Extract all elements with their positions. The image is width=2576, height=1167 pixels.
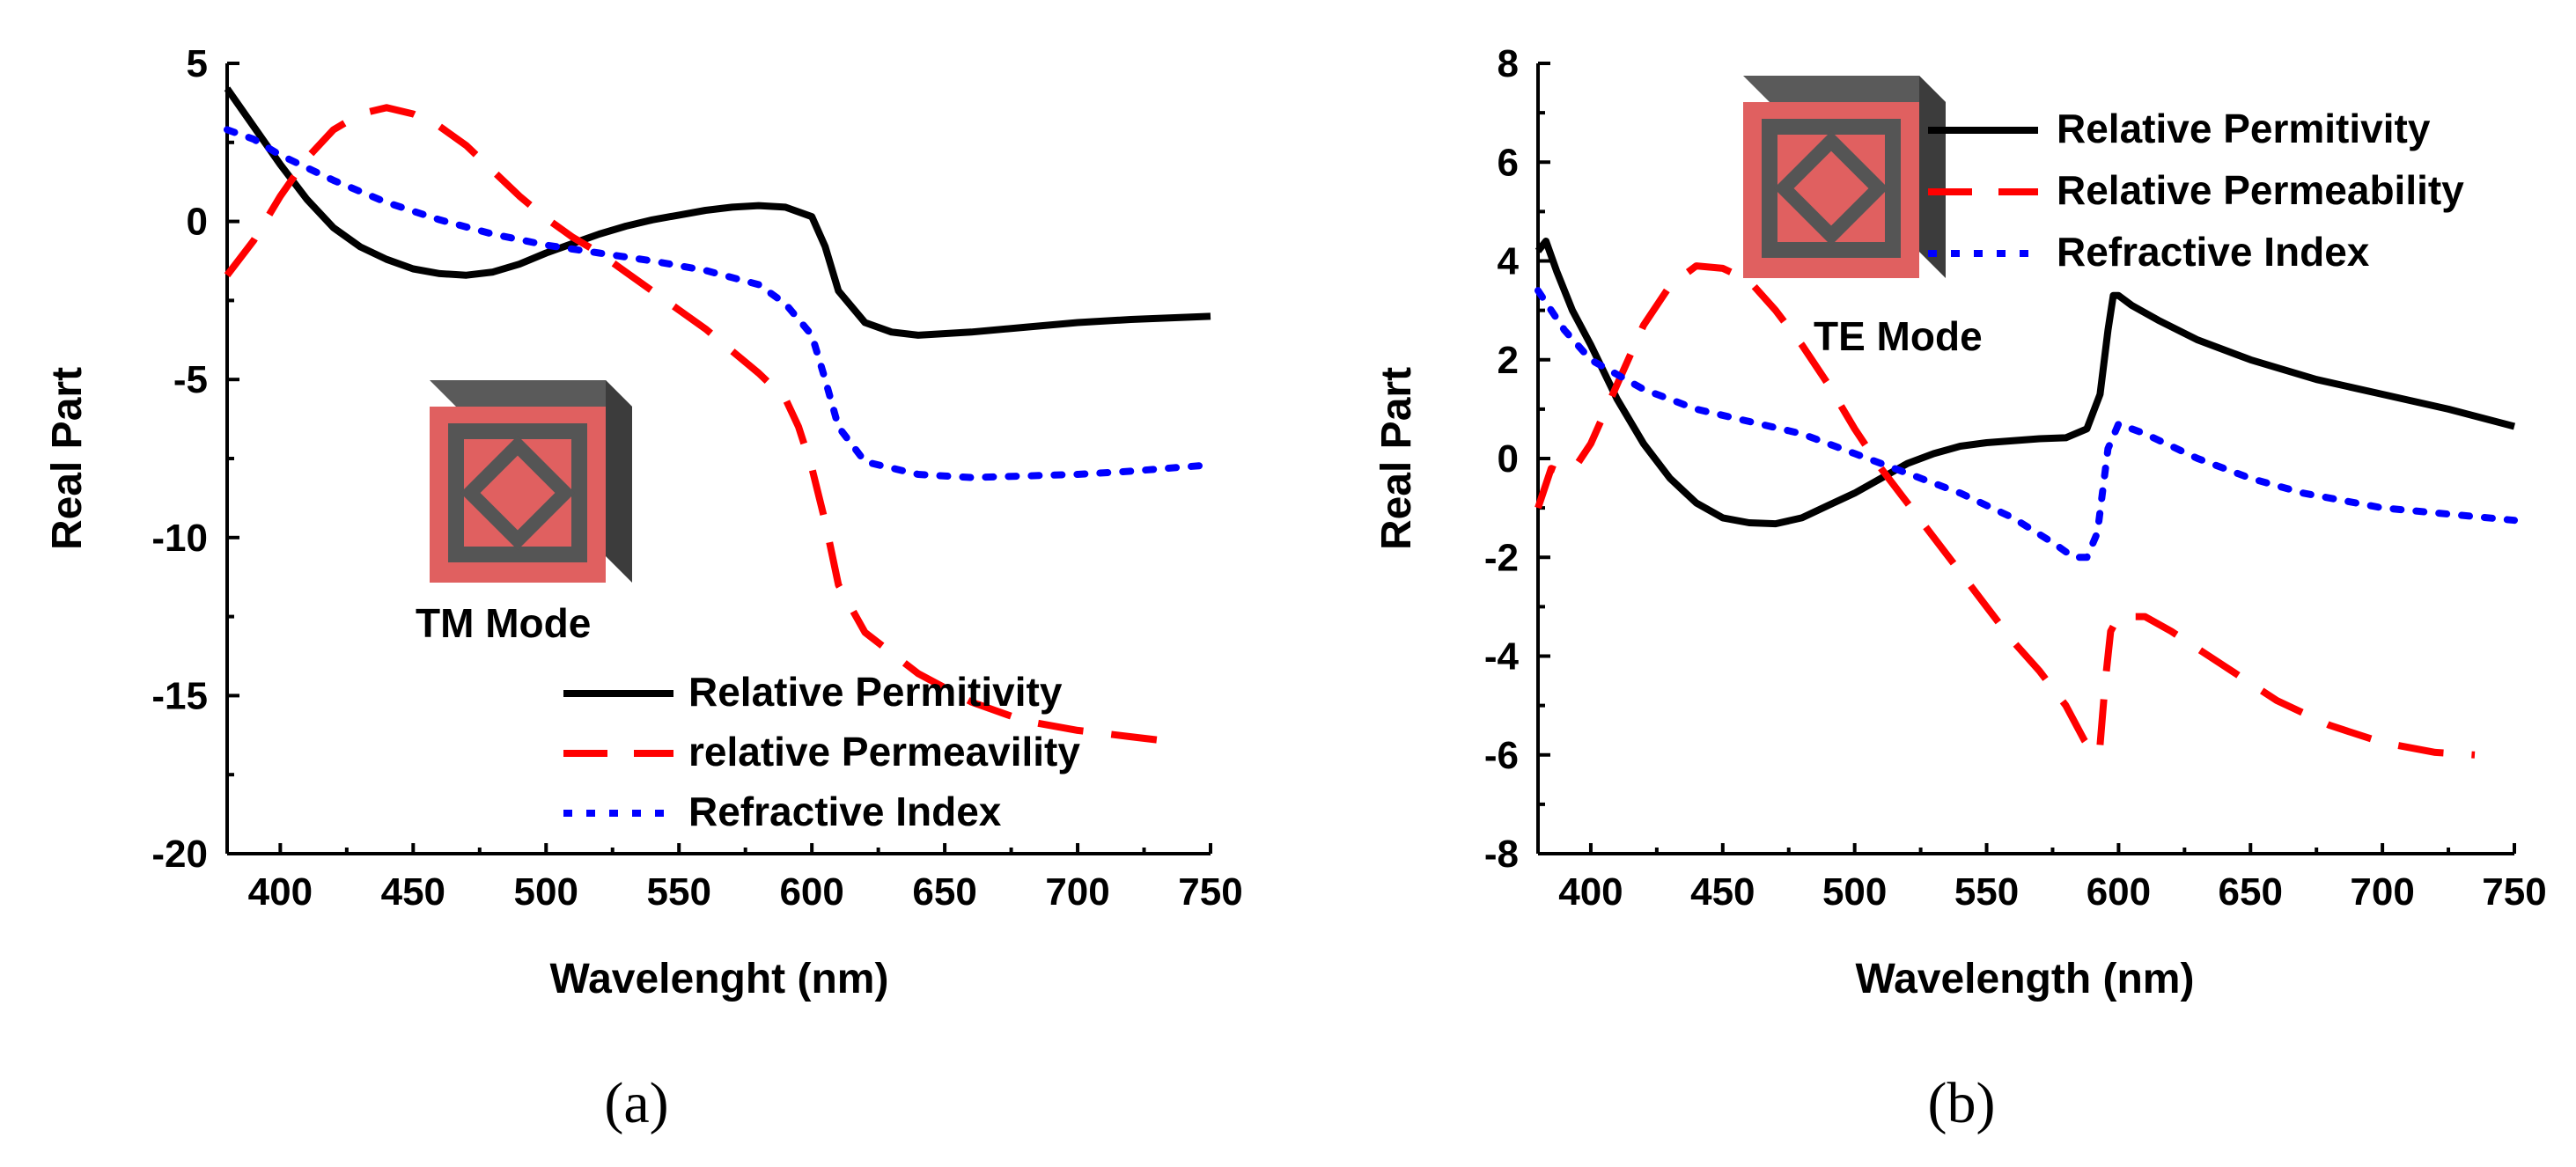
panel-b: 400 450 500 550 600 650 700 750 8 6 4 2 0 -2 -4 -6 -8 TE… [1373,42,2547,1135]
panel-b-icon-inner-diamond [1773,130,1889,246]
panel-b-xtick-label: 750 [2482,870,2546,914]
panel-b-icon-side-face [1919,76,1946,278]
panel-b-ytick-label: 6 [1498,141,1519,184]
panel-a-ytick-label: -15 [151,674,208,717]
panel-a-xtick-label: 550 [647,870,711,914]
panel-a-ytick-label: -5 [173,358,208,401]
panel-a-series [224,86,1214,744]
panel-b-ytick-label: -4 [1484,635,1520,679]
panel-a-xtick-label: 700 [1045,870,1109,914]
panel-a-ytick-label: 5 [187,42,208,85]
panel-b-xtick-label: 400 [1558,870,1623,914]
panel-a-series-refractive-index [224,126,1214,481]
panel-b-xtick-label: 600 [2087,870,2151,914]
panel-b-ytick-label: -2 [1484,536,1519,579]
panel-a-icon-inner-diamond [460,435,576,551]
panel-a-icon-top-face [430,380,632,407]
panel-a-mode-label: TM Mode [416,600,591,646]
panel-b-xtick-label: 550 [1954,870,2019,914]
panel-b-icon-top-face [1743,76,1946,102]
panel-a-ytick-label: 0 [187,201,208,244]
panel-b-legend: Relative Permitivity Relative Permeabili… [1928,106,2464,275]
panel-b-series-relative-permitivity [1535,238,2516,528]
panel-b-ytick-label: 2 [1498,339,1519,382]
panel-a-xtick-label: 600 [779,870,843,914]
panel-a-legend-label-index: Refractive Index [688,789,1002,834]
panel-b-label: (b) [1928,1071,1996,1135]
panel-a-ticks: 400 450 500 550 600 650 700 750 5 0 -5 -10 -15 -20 [151,42,1242,914]
panel-a-structure-icon [430,380,632,583]
panel-b-legend-label-permeability: Relative Permeability [2057,167,2464,213]
panel-b-mode-label: TE Mode [1814,313,1983,359]
panel-b-xtick-label: 450 [1690,870,1755,914]
panel-b-xtick-label: 650 [2219,870,2283,914]
panel-b-ytick-label: -6 [1484,734,1519,777]
panel-a-legend-label-permeability: relative Permeavility [688,729,1080,774]
panel-b-ticks: 400 450 500 550 600 650 700 750 8 6 4 2 0 -2 -4 -6 -8 [1484,42,2547,914]
panel-b-ytick-label: 0 [1498,437,1519,481]
panel-a-series-relative-permeavility [224,104,1159,744]
panel-b-xtick-label: 500 [1822,870,1887,914]
panel-a-xtick-label: 400 [248,870,313,914]
panel-a-xtick-label: 450 [381,870,445,914]
panel-b-ytick-label: 4 [1498,240,1520,283]
panel-b-y-axis-title: Real Part [1373,367,1420,550]
panel-a-xtick-label: 750 [1178,870,1242,914]
panel-a: 400 450 500 550 600 650 700 750 5 0 -5 -10 -15 -20 TM… [44,42,1243,1135]
panel-b-legend-label-index: Refractive Index [2057,229,2370,275]
panel-b-structure-icon [1743,76,1946,278]
panel-a-legend: Relative Permitivity relative Permeavili… [563,669,1080,834]
panel-a-ytick-label: -20 [151,833,208,876]
panel-b-series-relative-permeability [1535,262,2476,759]
panel-b-ytick-label: 8 [1498,42,1519,85]
panel-a-ytick-label: -10 [151,517,208,560]
panel-a-icon-outer-ring [448,423,587,562]
panel-a-y-axis-title: Real Part [44,367,91,550]
panel-b-legend-label-permittivity: Relative Permitivity [2057,106,2431,151]
panel-b-ytick-label: -8 [1484,833,1519,876]
panel-a-xtick-label: 500 [514,870,578,914]
panel-a-icon-side-face [606,380,632,583]
panel-b-series-refractive-index [1535,287,2518,561]
panel-a-legend-label-permittivity: Relative Permitivity [688,669,1063,715]
panel-b-x-axis-title: Wavelength (nm) [1856,956,2195,1002]
panel-a-xtick-label: 650 [912,870,976,914]
panel-a-x-axis-title: Wavelenght (nm) [550,956,889,1002]
panel-a-label: (a) [604,1071,668,1135]
panel-b-series [1535,238,2518,759]
panel-a-series-relative-permitivity [224,86,1211,339]
panel-b-xtick-label: 700 [2350,870,2414,914]
panel-b-icon-outer-ring [1762,119,1901,258]
